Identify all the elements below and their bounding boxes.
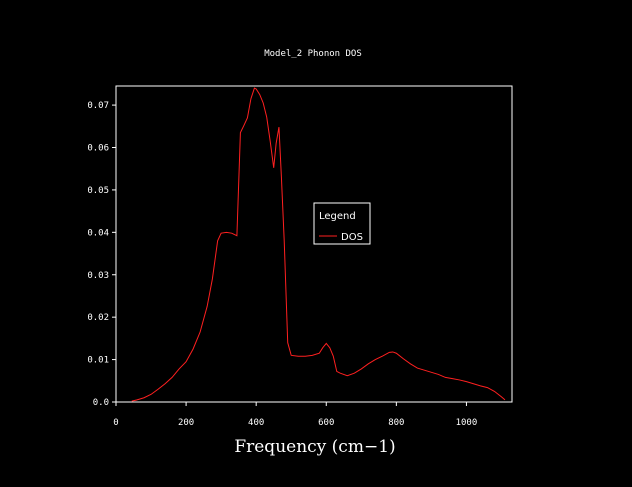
- x-tick-label: 1000: [456, 418, 478, 428]
- y-tick-label: 0.04: [87, 228, 109, 238]
- x-tick-label: 600: [318, 418, 334, 428]
- chart-title: Model_2 Phonon DOS: [264, 49, 362, 59]
- y-tick-label: 0.03: [87, 271, 109, 281]
- legend-title: Legend: [319, 211, 356, 222]
- y-tick-label: 0.02: [87, 313, 109, 323]
- plot-frame: [115, 85, 513, 403]
- y-axis: 0.0 0.01 0.02 0.03 0.04 0.05 0.06 0.07: [87, 101, 116, 408]
- x-tick-label: 800: [388, 418, 404, 428]
- x-tick-label: 0: [113, 418, 118, 428]
- y-tick-label: 0.0: [93, 398, 109, 408]
- dos-series-line: [131, 87, 506, 402]
- x-tick-label: 200: [178, 418, 194, 428]
- y-tick-label: 0.01: [87, 356, 109, 366]
- legend-box: [313, 202, 371, 245]
- x-axis: 0 200 400 600 800 1000: [113, 402, 477, 428]
- legend: Legend DOS: [313, 202, 371, 245]
- y-tick-label: 0.07: [87, 101, 109, 111]
- legend-entry-dos: DOS: [341, 232, 363, 243]
- x-tick-label: 400: [248, 418, 264, 428]
- y-tick-label: 0.06: [87, 144, 109, 154]
- x-axis-label: Frequency (cm−1): [234, 437, 395, 457]
- y-tick-label: 0.05: [87, 186, 109, 196]
